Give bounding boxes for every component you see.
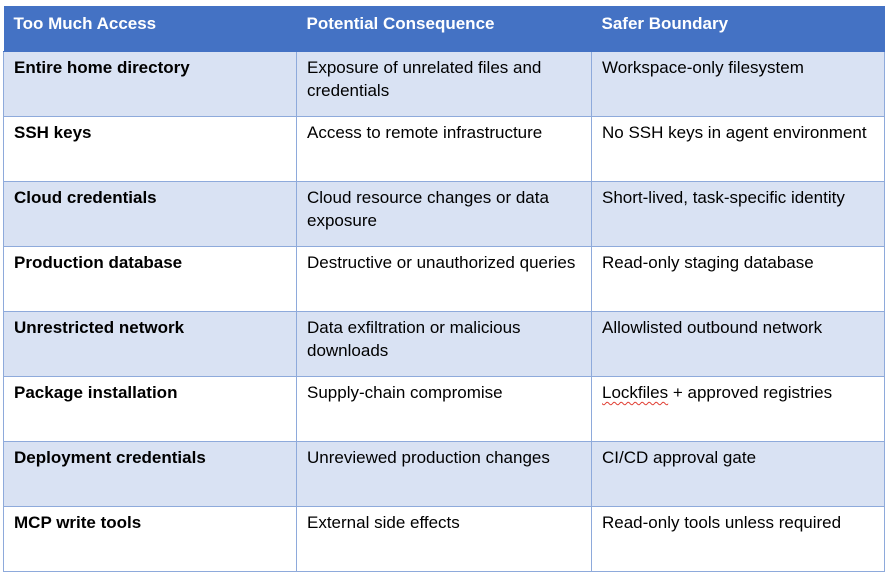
header-too-much-access: Too Much Access <box>3 6 297 52</box>
table-row: SSH keys Access to remote infrastructure… <box>3 116 885 182</box>
document-page: Too Much Access Potential Consequence Sa… <box>3 6 885 572</box>
consequence-cell: Destructive or unauthorized queries <box>296 246 592 312</box>
table-row: Production database Destructive or unaut… <box>3 246 885 312</box>
table-row: Deployment credentials Unreviewed produc… <box>3 441 885 507</box>
consequence-cell: Exposure of unrelated files and credenti… <box>296 51 592 117</box>
boundary-cell: Lockfiles + approved registries <box>591 376 885 442</box>
boundary-cell: No SSH keys in agent environment <box>591 116 885 182</box>
access-cell: MCP write tools <box>3 506 297 572</box>
boundary-cell: CI/CD approval gate <box>591 441 885 507</box>
header-safer-boundary: Safer Boundary <box>591 6 885 52</box>
table-row: Entire home directory Exposure of unrela… <box>3 51 885 117</box>
consequence-cell: External side effects <box>296 506 592 572</box>
boundary-text: + approved registries <box>668 383 833 402</box>
table-row: Unrestricted network Data exfiltration o… <box>3 311 885 377</box>
access-cell: Production database <box>3 246 297 312</box>
table-row: Package installation Supply-chain compro… <box>3 376 885 442</box>
boundary-cell: Read-only staging database <box>591 246 885 312</box>
table-row: Cloud credentials Cloud resource changes… <box>3 181 885 247</box>
consequence-cell: Access to remote infrastructure <box>296 116 592 182</box>
access-cell: Deployment credentials <box>3 441 297 507</box>
access-cell: Unrestricted network <box>3 311 297 377</box>
boundary-cell: Allowlisted outbound network <box>591 311 885 377</box>
access-boundary-table: Too Much Access Potential Consequence Sa… <box>3 6 885 572</box>
consequence-cell: Data exfiltration or malicious downloads <box>296 311 592 377</box>
access-cell: Cloud credentials <box>3 181 297 247</box>
access-cell: Package installation <box>3 376 297 442</box>
boundary-cell: Read-only tools unless required <box>591 506 885 572</box>
spellcheck-flagged-word[interactable]: Lockfiles <box>602 383 669 402</box>
consequence-cell: Cloud resource changes or data exposure <box>296 181 592 247</box>
table-header-row: Too Much Access Potential Consequence Sa… <box>3 6 885 52</box>
consequence-cell: Supply-chain compromise <box>296 376 592 442</box>
table-row: MCP write tools External side effects Re… <box>3 506 885 572</box>
header-potential-consequence: Potential Consequence <box>296 6 592 52</box>
consequence-cell: Unreviewed production changes <box>296 441 592 507</box>
boundary-cell: Short-lived, task-specific identity <box>591 181 885 247</box>
boundary-cell: Workspace-only filesystem <box>591 51 885 117</box>
access-cell: SSH keys <box>3 116 297 182</box>
access-cell: Entire home directory <box>3 51 297 117</box>
